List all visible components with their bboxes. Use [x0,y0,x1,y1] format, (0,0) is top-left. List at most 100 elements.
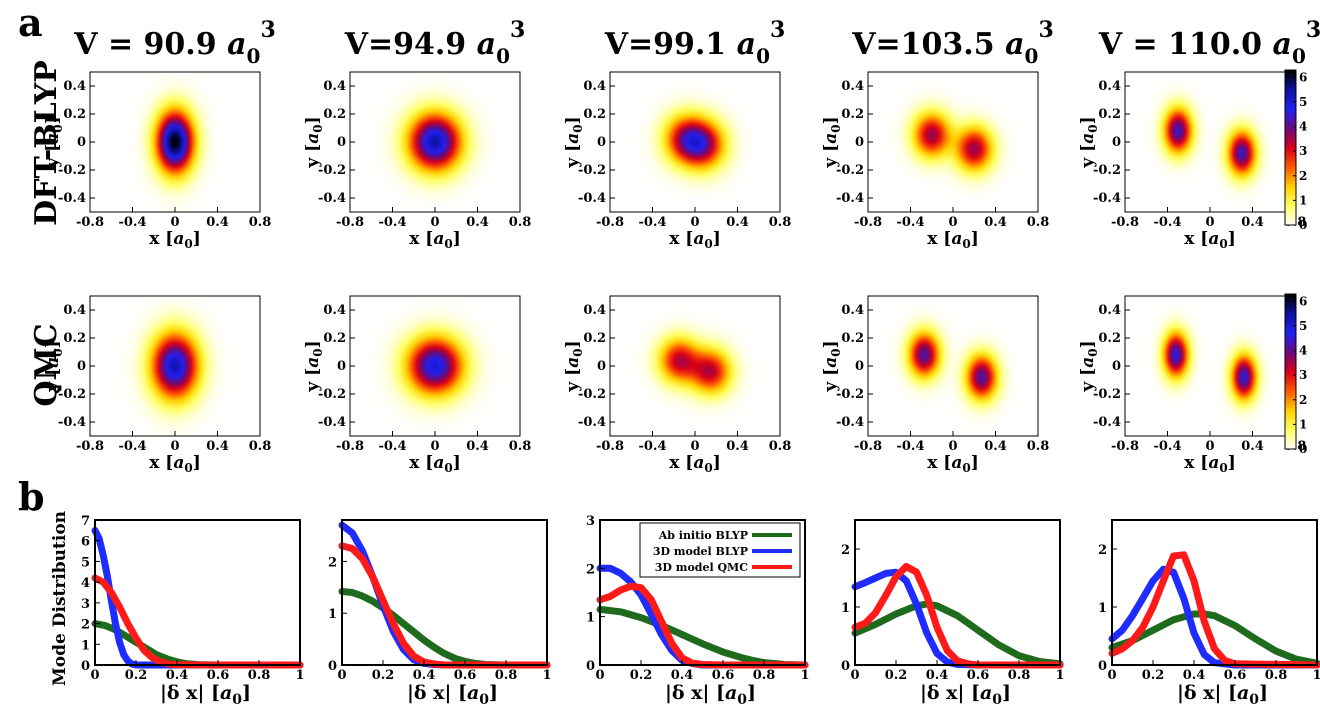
x-tick-label: 0.4 [1241,215,1264,230]
x-tick-label: 0 [90,668,99,683]
x-tick-label: 0.8 [1027,215,1050,230]
colorbar-segment [1285,206,1296,211]
colorbar-segment [1285,129,1296,133]
colorbar-segment [1285,72,1296,76]
y-tick-label: 0 [337,359,346,374]
x-tick-label: 0.4 [166,668,189,683]
x-tick-label: 0.4 [206,215,229,230]
x-tick-label: 0.4 [726,439,749,454]
series-line [91,526,304,669]
colorbar-segment [1285,175,1296,180]
x-tick-label: 0.8 [1008,668,1031,683]
colorbar-segment [1285,309,1296,313]
series-line [338,588,551,669]
y-axis-label: y [a0] [821,340,843,392]
colorbar-tick-label: 5 [1299,319,1307,333]
y-tick-label: -0.4 [836,191,864,206]
x-tick-label: 0 [1205,439,1214,454]
y-tick-label: 0.4 [841,79,864,94]
x-tick-label: 0 [690,439,699,454]
x-tick-label: 0.8 [495,668,518,683]
colorbar-segment [1285,160,1296,164]
y-tick-label: 2 [328,555,337,570]
colorbar-segment [1285,423,1296,427]
y-axis-label: y [a0] [303,116,325,168]
colorbar-segment [1285,178,1296,182]
x-tick-label: 0.4 [926,668,949,683]
x-tick-label: -0.4 [1153,215,1181,230]
y-tick-label: 3 [586,514,595,529]
x-tick-label: 0 [337,668,346,683]
y-tick-label: -0.4 [58,191,86,206]
row-label-qmc: QMC [29,323,64,406]
colorbar-segment [1285,204,1296,208]
y-tick-label: 1 [586,611,595,626]
colorbar-segment [1285,319,1296,324]
x-tick-label: 0.6 [712,668,735,683]
y-tick-label: 0 [337,135,346,150]
x-tick-label: 0.6 [454,668,477,683]
colorbar-tick-label: 6 [1299,294,1307,308]
colorbar-segment [1285,436,1296,440]
x-tick-label: 0.8 [1027,439,1050,454]
y-axis-label: y [a0] [563,340,585,392]
colorbar-tick-label: 1 [1299,417,1307,431]
legend-label: 3D model BLYP [653,545,748,558]
x-tick-label: 0 [948,215,957,230]
heatmap-image [350,296,520,436]
y-tick-label: -0.2 [58,387,86,402]
x-tick-label: 0 [690,215,699,230]
colorbar-segment [1285,139,1296,143]
colorbar-segment [1285,358,1296,362]
colorbar-segment [1285,330,1296,334]
x-tick-label: 0.8 [769,439,792,454]
x-tick-label: 0.8 [248,668,271,683]
heatmap-image [868,72,1038,212]
y-tick-label: -0.2 [578,387,606,402]
x-tick-label: 0 [1107,668,1116,683]
colorbar-segment [1285,98,1296,102]
colorbar-segment [1285,420,1296,424]
colorbar-segment [1285,397,1296,401]
x-axis-label: x [a0] [409,229,461,251]
colorbar: 0 1 2 3 4 5 6 [1284,69,1307,232]
column-title: V = 110.0 a03 [1098,17,1320,68]
x-tick-label: -0.8 [336,439,364,454]
colorbar-segment [1285,327,1296,331]
colorbar-segment [1285,368,1296,373]
y-tick-label: 0.4 [1098,79,1121,94]
x-tick-label: 0.4 [671,668,694,683]
y-tick-label: 0 [1112,135,1121,150]
x-tick-label: 1 [1312,668,1320,683]
x-axis-label: x [a0] [1184,229,1236,251]
y-tick-label: 6 [81,535,90,550]
colorbar-segment [1285,157,1296,162]
x-tick-label: -0.8 [854,215,882,230]
colorbar-frame [1284,293,1297,450]
colorbar-segment [1285,415,1296,419]
x-axis-label: |δ x| [a0] [160,682,251,708]
column-title: V = 90.9 a03 [73,17,276,68]
x-tick-label: 0.4 [466,439,489,454]
colorbar-segment [1285,381,1296,386]
y-tick-label: 0 [597,359,606,374]
colorbar-segment [1285,209,1296,213]
mode-distribution-chart: 0 0.2 0.4 0.6 0.8 1 0 1 2 3 |δ x| [a0] Ab initio BL… [586,514,810,708]
y-tick-label: -0.4 [578,191,606,206]
heatmap-panel: -0.8-0.400.40.80.40.20-0.2-0.4x [a0]y [a… [1078,293,1307,475]
heatmap-panel: -0.8-0.400.40.80.40.20-0.2-0.4x [a0]y [a… [1078,69,1307,251]
panel-b-label: b [18,474,45,519]
x-tick-label: 0.2 [885,668,908,683]
x-tick-label: 1 [295,668,304,683]
x-tick-label: 1 [542,668,551,683]
y-tick-label: 7 [81,514,90,529]
colorbar-segment [1285,384,1296,388]
colorbar-segment [1285,132,1296,136]
y-tick-label: 0.4 [323,303,346,318]
colorbar-segment [1285,93,1296,97]
y-tick-label: 1 [328,607,337,622]
